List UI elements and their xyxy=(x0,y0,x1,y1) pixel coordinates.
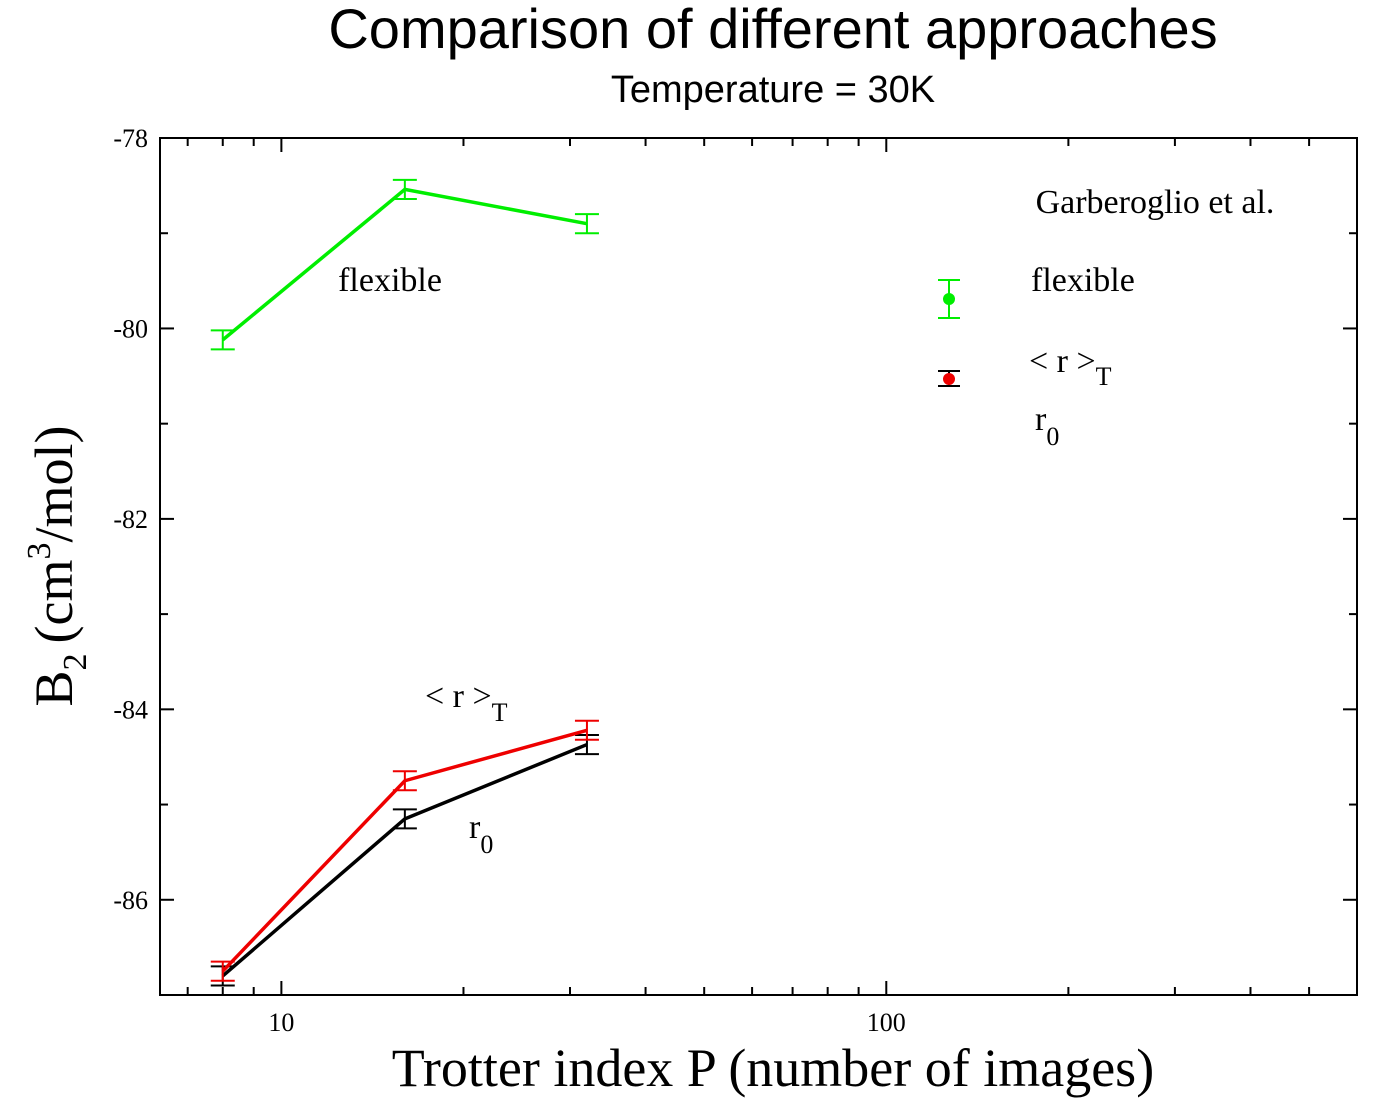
legend-label-r-avg: < r >T xyxy=(1029,343,1112,391)
y-axis-label: B2 (cm3/mol) xyxy=(21,426,94,707)
legend-marker-flexible xyxy=(938,279,960,319)
curve-label-r-avg-main: < r > xyxy=(425,678,492,715)
y-axis-label-unit-sup: 3 xyxy=(21,543,58,560)
y-axis-label-main: B xyxy=(24,670,84,706)
series-layer xyxy=(210,178,599,987)
y-tick-label: -82 xyxy=(113,505,148,534)
y-tick-labels: -78 -80 -82 -84 -86 xyxy=(113,124,148,915)
x-tick-labels: 10 100 xyxy=(268,1008,905,1037)
legend: Garberoglio et al. flexible < r >T r0 xyxy=(938,184,1274,451)
curve-label-r0-main: r xyxy=(469,809,481,846)
legend-label-r0-main: r xyxy=(1035,401,1047,438)
legend-r-avg-dot xyxy=(943,373,955,385)
x-tick-label: 10 xyxy=(268,1008,294,1037)
curve-label-r0-sub: 0 xyxy=(480,830,493,859)
curve-label-r-avg: < r >T xyxy=(425,678,508,727)
y-tick-label: -86 xyxy=(113,886,148,915)
y-tick-label: -78 xyxy=(113,124,148,153)
x-tick-label: 100 xyxy=(867,1008,906,1037)
legend-label-r0-sub: 0 xyxy=(1046,422,1059,451)
legend-label-r-avg-main: < r > xyxy=(1029,343,1096,380)
curve-label-r-avg-sub: T xyxy=(492,698,508,727)
legend-label-r0: r0 xyxy=(1035,401,1059,451)
curve-label-flexible: flexible xyxy=(338,262,442,299)
legend-label-r-avg-sub: T xyxy=(1096,362,1112,391)
y-tick-label: -80 xyxy=(113,314,148,343)
legend-label-flexible: flexible xyxy=(1031,262,1135,299)
y-axis-label-unit-post: /mol) xyxy=(24,426,84,543)
chart-subtitle: Temperature = 30K xyxy=(611,69,935,111)
axis-ticks xyxy=(160,137,1358,996)
y-tick-label: -84 xyxy=(113,695,148,724)
legend-marker-r-avg xyxy=(938,370,960,387)
series-flexible xyxy=(210,178,599,351)
plot-frame xyxy=(159,137,1358,996)
y-axis-label-sub: 2 xyxy=(57,653,94,670)
legend-heading: Garberoglio et al. xyxy=(1036,184,1275,221)
legend-flexible-dot xyxy=(943,293,955,305)
series-r_avg xyxy=(210,719,599,982)
curve-label-r0: r0 xyxy=(469,809,493,859)
y-axis-label-unit-pre: (cm xyxy=(24,560,84,644)
x-axis-label: Trotter index P (number of images) xyxy=(392,1038,1154,1098)
chart-title: Comparison of different approaches xyxy=(328,0,1217,60)
